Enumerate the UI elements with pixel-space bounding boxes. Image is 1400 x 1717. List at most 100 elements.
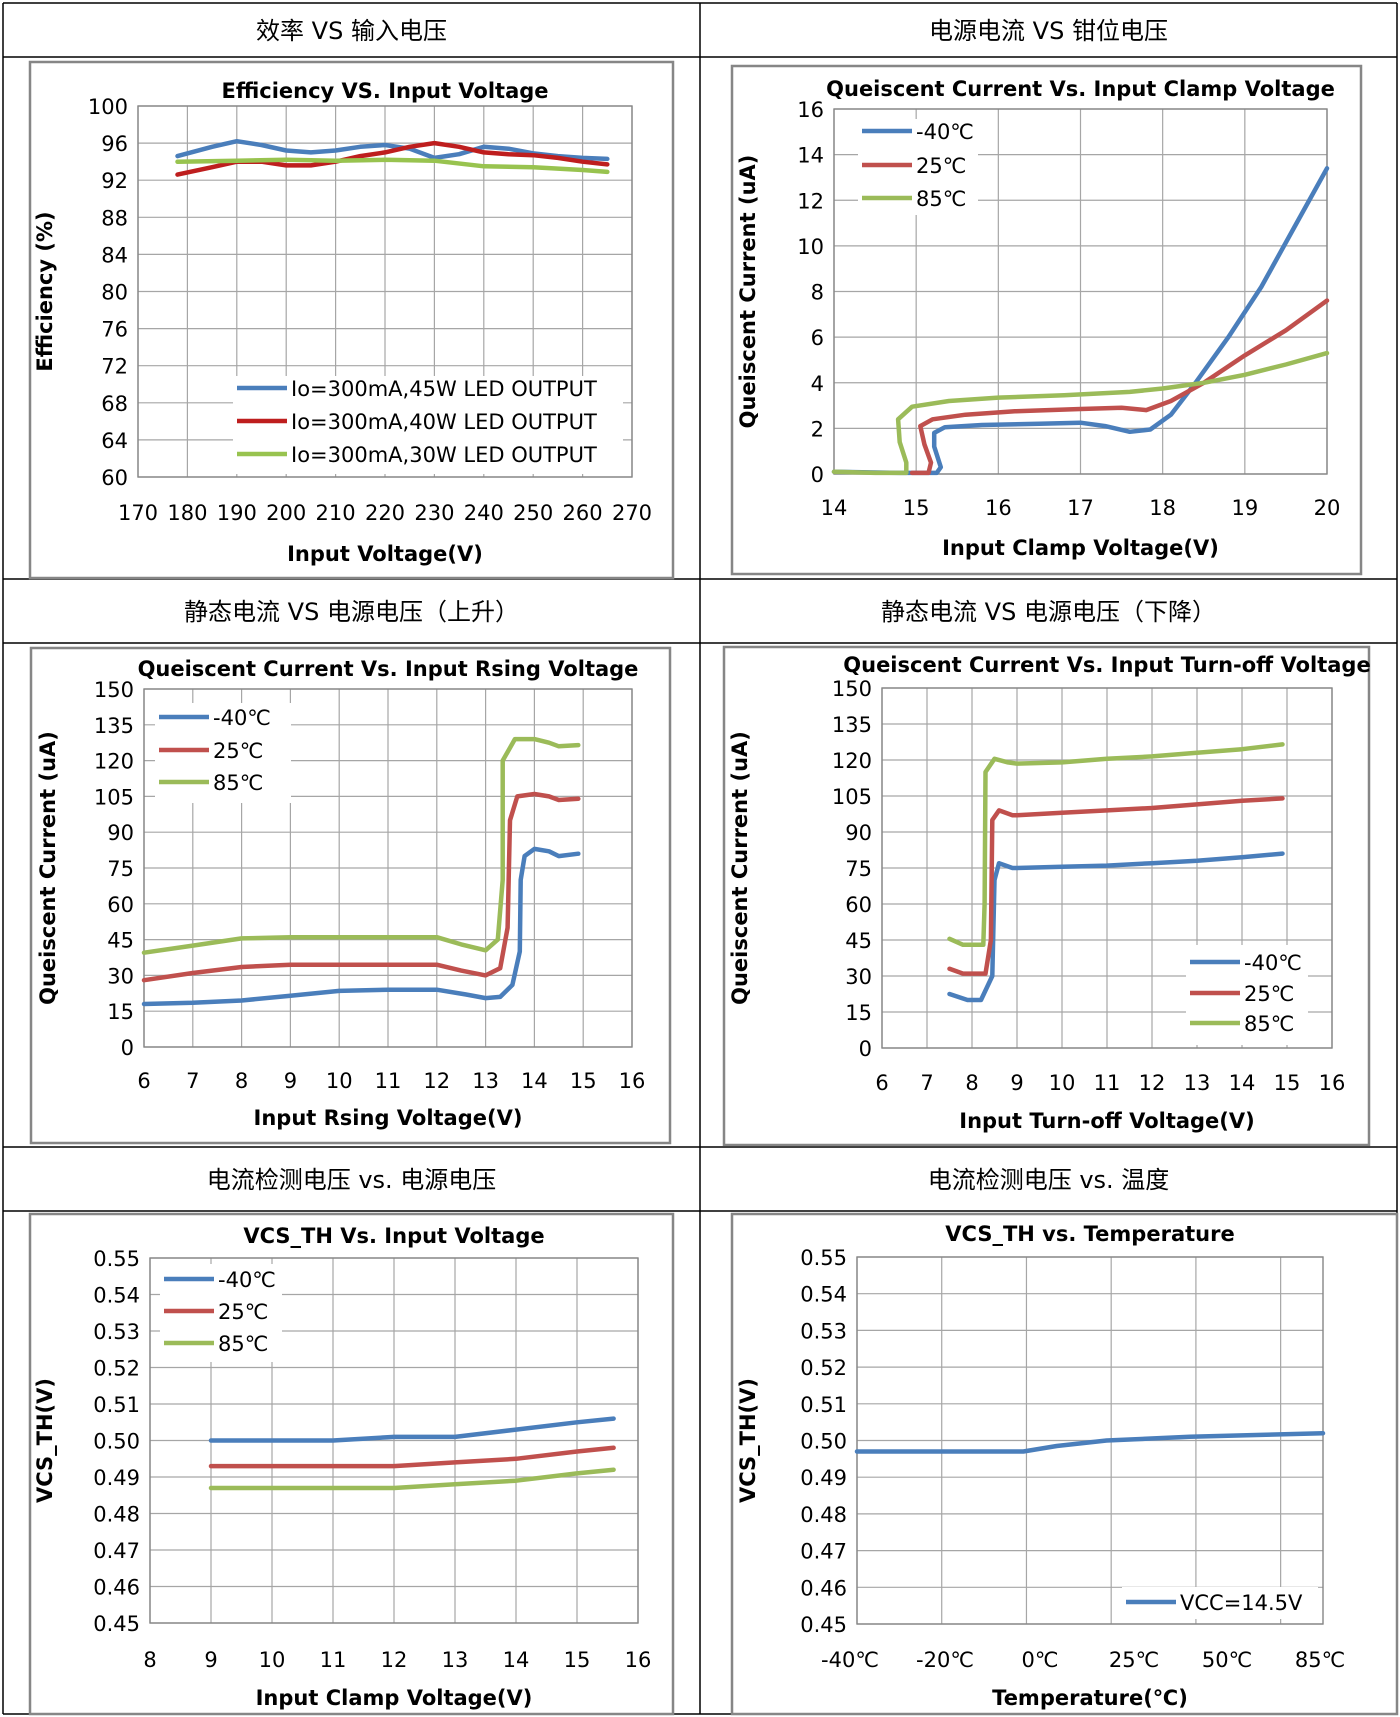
x-tick-label: 170 [118,501,158,525]
legend-entry: 25℃ [916,154,966,178]
x-tick-label: 7 [920,1071,933,1095]
legend-entry: Io=300mA,40W LED OUTPUT [291,410,597,434]
y-tick-label: 84 [101,243,128,267]
y-tick-label: 0.51 [800,1393,847,1417]
y-tick-label: 75 [107,857,134,881]
y-tick-label: 60 [107,893,134,917]
y-tick-label: 0.47 [800,1540,847,1564]
y-tick-label: 45 [107,929,134,953]
y-axis-label: VCS_TH(V) [736,1378,760,1503]
x-tick-label: 15 [903,496,930,520]
y-tick-label: 4 [811,372,824,396]
y-tick-label: 0.46 [800,1576,847,1600]
x-tick-label: 12 [381,1648,408,1672]
x-tick-label: 260 [563,501,603,525]
y-tick-label: 0.54 [800,1283,847,1307]
legend-box [155,703,291,803]
y-tick-label: 0.50 [93,1430,140,1454]
y-tick-label: 60 [845,893,872,917]
x-tick-label: 85℃ [1295,1648,1345,1672]
y-tick-label: 120 [94,750,134,774]
panel-header-vcs-input: 电流检测电压 vs. 电源电压 [207,1166,497,1194]
x-tick-label: 16 [625,1648,652,1672]
x-tick-label: 270 [612,501,652,525]
legend-entry: 85℃ [1244,1012,1294,1036]
chart-efficiency: 60 64 68 72 76 80 84 88 92 96 100 170 180 190 200 210 22… [28,60,675,580]
y-tick-label: 6 [811,326,824,350]
chart-falling: 0 15 30 45 60 75 90 105 120 135 150 6 7 8 9 10 11 12 13 14 1… [722,645,1371,1147]
x-tick-label: 13 [442,1648,469,1672]
y-tick-label: 0.52 [800,1356,847,1380]
series-line-3 [208,1467,616,1491]
x-tick-label: 14 [821,496,848,520]
x-tick-label: 16 [1319,1071,1346,1095]
y-tick-label: 88 [101,206,128,230]
legend-entry: 25℃ [1244,982,1294,1006]
panel-header-falling: 静态电流 VS 电源电压（下降） [881,598,1216,626]
y-tick-label: 150 [94,678,134,702]
y-tick-label: 45 [845,929,872,953]
series-line-3 [175,157,610,175]
panel-header-rising: 静态电流 VS 电源电压（上升） [184,598,519,626]
y-tick-label: 2 [811,417,824,441]
y-tick-label: 150 [832,677,872,701]
x-axis-label: Input Voltage(V) [287,542,483,566]
y-tick-label: 0 [121,1036,134,1060]
x-tick-label: 16 [985,496,1012,520]
series-line-1 [947,851,1285,1003]
y-tick-label: 0.45 [93,1612,140,1636]
y-tick-label: 0.51 [93,1393,140,1417]
y-tick-label: 15 [107,1000,134,1024]
x-tick-label: 11 [320,1648,347,1672]
y-tick-label: 76 [101,318,128,342]
x-tick-label: 10 [1049,1071,1076,1095]
y-tick-label: 0.53 [93,1320,140,1344]
legend-entry: 25℃ [213,739,263,763]
x-tick-label: 180 [167,501,207,525]
plot-area [149,1257,639,1624]
x-tick-label: 7 [186,1069,199,1093]
plot-area [881,687,1333,1049]
y-tick-label: 135 [832,713,872,737]
x-axis-label: Input Clamp Voltage(V) [256,1686,533,1710]
y-axis-label: Efficiency (%) [33,211,57,371]
x-tick-label: 210 [316,501,356,525]
x-tick-label: 8 [143,1648,156,1672]
legend-entry: 85℃ [218,1332,268,1356]
panel-header-efficiency: 效率 VS 输入电压 [256,17,447,45]
y-tick-label: 0.55 [800,1246,847,1270]
x-tick-label: 14 [521,1069,548,1093]
x-tick-label: 250 [513,501,553,525]
x-tick-label: 12 [1139,1071,1166,1095]
y-tick-label: 105 [94,785,134,809]
panel-header-vcs-temp: 电流检测电压 vs. 温度 [928,1166,1170,1194]
x-tick-label: 6 [137,1069,150,1093]
y-tick-label: 0 [811,463,824,487]
x-tick-label: 16 [619,1069,646,1093]
y-tick-label: 120 [832,749,872,773]
chart-title: Queiscent Current Vs. Input Rsing Voltag… [138,657,639,681]
x-axis-label: Temperature(℃) [992,1686,1188,1710]
x-tick-label: 11 [375,1069,402,1093]
plot-area [833,108,1328,475]
y-tick-label: 60 [101,466,128,490]
x-tick-label: 17 [1067,496,1094,520]
x-tick-label: -40℃ [821,1648,879,1672]
y-axis-label: VCS_TH(V) [33,1378,57,1503]
x-tick-label: 19 [1231,496,1258,520]
y-tick-label: 30 [845,965,872,989]
x-axis-label: Input Clamp Voltage(V) [942,536,1219,560]
series-line-2 [208,1445,616,1469]
y-tick-label: 105 [832,785,872,809]
x-tick-label: 9 [1010,1071,1023,1095]
legend-entry: -40℃ [213,706,271,730]
y-axis-label: Queiscent Current (uA) [736,155,760,429]
y-tick-label: 64 [101,429,128,453]
y-tick-label: 0.49 [800,1466,847,1490]
chart-title: VCS_TH Vs. Input Voltage [243,1224,544,1248]
y-tick-label: 92 [101,169,128,193]
series-line-3 [141,736,581,955]
y-tick-label: 8 [811,281,824,305]
x-axis-label: Input Turn-off Voltage(V) [959,1109,1255,1133]
series-line-1 [831,166,1330,476]
